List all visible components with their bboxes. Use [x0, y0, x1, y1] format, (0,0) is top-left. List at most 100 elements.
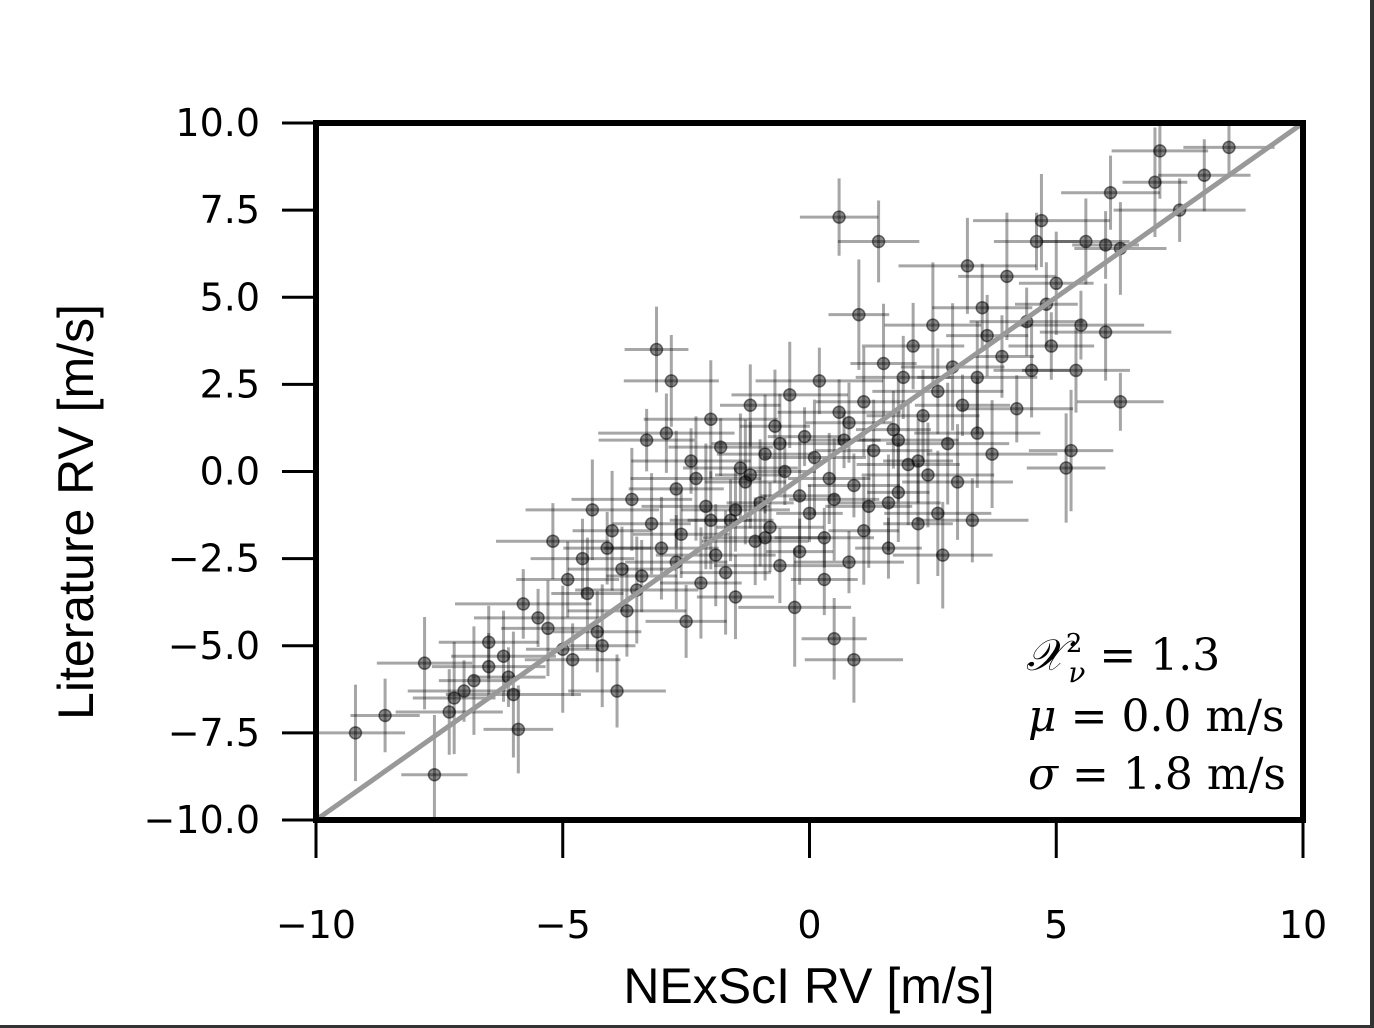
stat-chi2-sup: 2	[1066, 629, 1083, 659]
data-point	[496, 503, 610, 580]
data-point	[630, 416, 762, 541]
data-point	[612, 473, 691, 575]
data-point	[960, 375, 1074, 443]
data-point	[884, 450, 992, 577]
data-point	[766, 518, 834, 585]
x-axis: −10 −5 0 5 10 NExScI RV [m/s]	[276, 820, 1327, 1014]
data-point	[316, 684, 406, 782]
data-point	[719, 364, 781, 447]
data-point	[804, 616, 904, 703]
data-point	[525, 585, 600, 713]
data-point	[1026, 413, 1106, 523]
data-point	[474, 588, 603, 647]
data-point	[598, 393, 735, 473]
data-point	[569, 584, 636, 708]
x-axis-label: NExScI RV [m/s]	[623, 958, 994, 1014]
data-point	[438, 605, 539, 679]
data-point	[376, 616, 473, 710]
data-point	[624, 306, 689, 393]
data-point	[1074, 202, 1167, 295]
data-point	[828, 259, 890, 370]
plot-frame	[313, 120, 1306, 823]
data-point	[886, 382, 1010, 505]
data-point	[598, 408, 695, 472]
data-point	[862, 302, 965, 390]
y-tick-label: −5.0	[168, 624, 260, 668]
data-point	[801, 597, 867, 680]
data-point	[807, 453, 901, 518]
data-point	[431, 632, 546, 701]
stat-chi2-value: = 1.3	[1085, 630, 1220, 681]
data-point	[1022, 328, 1130, 413]
stat-sigma-symbol: σ	[1028, 749, 1060, 800]
data-point	[815, 347, 912, 457]
data-point	[884, 262, 982, 388]
data-point	[914, 378, 1041, 488]
data-point	[867, 442, 930, 543]
data-point	[926, 400, 1058, 509]
y-ticks: 10.0 7.5 5.0 2.5 0.0 −2.5 −5.0 −7.5 −10.0	[144, 101, 316, 842]
y-tick-label: 2.5	[200, 362, 260, 406]
data-point	[567, 526, 677, 612]
data-point	[563, 511, 651, 585]
data-point	[1158, 139, 1251, 212]
data-point	[1018, 231, 1094, 335]
data-point	[455, 569, 592, 639]
data-point	[641, 443, 771, 570]
data-point	[1039, 283, 1172, 381]
data-point	[1183, 123, 1275, 177]
data-point	[883, 463, 953, 585]
data-point	[755, 347, 884, 415]
y-tick-label: −7.5	[168, 711, 260, 755]
x-tick-label: 10	[1279, 903, 1327, 947]
data-point	[571, 447, 693, 551]
data-point	[1042, 198, 1130, 285]
y-tick-label: −2.5	[168, 537, 260, 581]
data-point	[483, 685, 554, 774]
data-point	[738, 548, 852, 667]
data-point	[946, 294, 1029, 377]
data-point	[898, 217, 1037, 314]
data-point	[739, 369, 810, 483]
data-point	[762, 399, 866, 516]
data-point	[917, 321, 1038, 434]
data-point	[568, 654, 666, 728]
data-point	[777, 379, 901, 446]
data-point	[553, 591, 642, 673]
y-tick-label: 7.5	[200, 188, 260, 232]
data-point	[445, 631, 581, 758]
data-point	[883, 418, 954, 504]
data-point	[789, 438, 880, 561]
data-point	[916, 478, 1029, 563]
data-point	[861, 422, 995, 528]
stat-sigma-value: = 1.8 m/s	[1058, 749, 1286, 800]
x-tick-label: 0	[797, 903, 821, 947]
y-axis-label: Literature RV [m/s]	[48, 304, 104, 720]
stats-box: 𝒳2 ν = 1.3 μ = 0.0 m/s σ = 1.8 m/s	[1026, 629, 1286, 800]
data-point	[668, 418, 773, 476]
data-point	[837, 200, 920, 283]
data-point	[902, 424, 1013, 540]
data-point	[645, 584, 727, 658]
x-ticks: −10 −5 0 5 10	[276, 820, 1327, 947]
data-point	[1008, 312, 1095, 380]
y-tick-label: 10.0	[175, 101, 260, 145]
data-point	[711, 393, 849, 494]
y-tick-label: −10.0	[144, 798, 260, 842]
data-point	[892, 501, 993, 609]
x-tick-label: 5	[1044, 903, 1068, 947]
data-point	[1077, 372, 1164, 431]
data-point	[856, 403, 960, 526]
data-point	[438, 626, 510, 735]
data-point	[790, 543, 858, 616]
data-point	[412, 641, 496, 755]
data-point	[704, 419, 787, 545]
data-point	[501, 580, 595, 677]
data-point	[682, 413, 798, 523]
x-tick-label: −10	[276, 903, 356, 947]
data-point	[850, 303, 917, 424]
data-point	[776, 484, 843, 543]
data-point	[855, 517, 922, 579]
x-tick-label: −5	[535, 903, 591, 947]
